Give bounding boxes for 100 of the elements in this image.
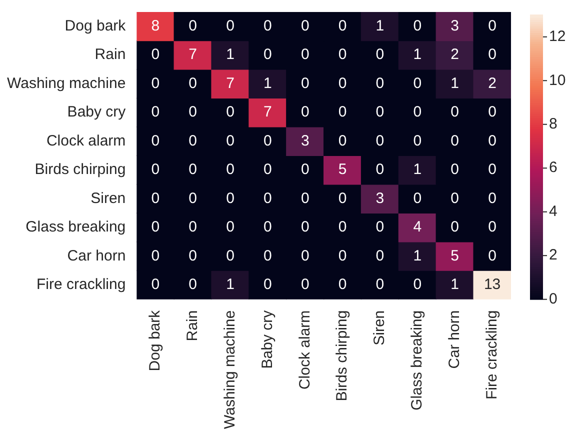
- data-label: 0: [338, 46, 347, 64]
- data-label: 2: [450, 46, 460, 64]
- data-label: 0: [151, 161, 160, 178]
- x-tick-label: Fire crackling: [483, 310, 500, 400]
- y-tick-label: Rain: [94, 46, 126, 64]
- data-label: 0: [338, 104, 347, 121]
- data-label: 0: [300, 218, 310, 236]
- data-label: 0: [413, 132, 422, 150]
- data-label: 0: [226, 18, 234, 35]
- data-label: 0: [226, 247, 234, 264]
- data-label: 0: [188, 247, 197, 264]
- color-bar-label: 12: [549, 28, 566, 46]
- data-label: 0: [338, 276, 347, 294]
- data-label: 1: [376, 18, 384, 35]
- data-label: 0: [376, 74, 384, 92]
- data-label: 0: [226, 104, 234, 121]
- color-bar-label: 10: [549, 72, 566, 89]
- data-label: 0: [264, 247, 272, 264]
- data-label: 1: [264, 74, 272, 92]
- data-label: 0: [151, 104, 160, 121]
- data-label: 0: [300, 18, 310, 35]
- data-label: 1: [450, 276, 460, 294]
- data-label: 0: [450, 132, 460, 150]
- data-label: 0: [300, 247, 310, 264]
- data-label: 0: [264, 132, 272, 150]
- color-bar-label: 4: [549, 202, 558, 220]
- y-tick-label: Glass breaking: [26, 218, 126, 236]
- data-label: 0: [300, 161, 310, 178]
- data-label: 0: [300, 276, 310, 294]
- data-label: 7: [188, 46, 197, 64]
- data-label: 0: [488, 104, 496, 121]
- data-label: 2: [488, 74, 496, 92]
- x-tick-label: Siren: [371, 310, 388, 346]
- data-label: 0: [338, 132, 347, 150]
- x-tick-label: Clock alarm: [296, 310, 314, 390]
- data-label: 1: [413, 46, 422, 64]
- data-label: 0: [450, 190, 460, 207]
- data-label: 0: [450, 218, 460, 236]
- data-label: 13: [484, 276, 501, 294]
- data-label: 0: [376, 247, 384, 264]
- data-label: 0: [188, 276, 197, 294]
- data-label: 5: [338, 161, 347, 178]
- data-label: 0: [338, 190, 347, 207]
- data-label: 0: [488, 218, 496, 236]
- data-label: 0: [151, 190, 160, 207]
- data-label: 0: [300, 74, 310, 92]
- data-label: 0: [300, 46, 310, 64]
- data-label: 0: [488, 132, 496, 150]
- data-label: 0: [413, 190, 422, 207]
- data-label: 0: [413, 18, 422, 35]
- data-label: 0: [188, 104, 197, 121]
- data-label: 0: [226, 132, 234, 150]
- x-tick-label: Car horn: [446, 310, 463, 369]
- data-label: 0: [151, 247, 160, 264]
- data-label: 1: [226, 46, 234, 64]
- data-label: 0: [450, 161, 460, 178]
- data-label: 7: [226, 74, 234, 92]
- data-label: 0: [151, 276, 160, 294]
- x-tick-label: Rain: [184, 310, 201, 342]
- data-label: 0: [338, 18, 347, 35]
- data-label: 0: [226, 161, 234, 178]
- data-label: 0: [338, 74, 347, 92]
- x-tick-label: Birds chirping: [334, 310, 351, 402]
- data-label: 8: [151, 18, 160, 35]
- data-label: 0: [376, 276, 384, 294]
- data-label: 0: [188, 74, 197, 92]
- data-label: 0: [376, 46, 384, 64]
- data-label: 0: [188, 190, 197, 207]
- x-tick-label: Glass breaking: [408, 310, 426, 410]
- y-tick-label: Fire crackling: [36, 276, 126, 294]
- data-label: 3: [300, 132, 310, 150]
- data-label: 3: [450, 18, 460, 35]
- data-label: 0: [188, 161, 197, 178]
- data-label: 1: [413, 247, 422, 264]
- data-label: 0: [413, 276, 422, 294]
- color-bar-label: 0: [549, 290, 558, 308]
- data-label: 0: [151, 132, 160, 150]
- data-label: 0: [488, 190, 496, 207]
- y-tick-label: Car horn: [67, 247, 126, 264]
- data-label: 0: [488, 46, 496, 64]
- data-label: 0: [300, 104, 310, 121]
- data-label: 0: [488, 161, 496, 178]
- data-label: 0: [376, 218, 384, 236]
- data-label: 0: [226, 190, 234, 207]
- data-label: 0: [151, 74, 160, 92]
- data-label: 0: [376, 132, 384, 150]
- x-tick-label: Washing machine: [221, 310, 238, 430]
- data-label: 0: [450, 104, 460, 121]
- data-label: 0: [264, 18, 272, 35]
- data-label: 1: [450, 74, 460, 92]
- x-tick-label: Baby cry: [258, 310, 276, 369]
- data-label: 0: [413, 104, 422, 121]
- data-label: 0: [488, 247, 496, 264]
- y-tick-label: Washing machine: [6, 74, 126, 92]
- color-bar-label: 2: [549, 246, 558, 264]
- y-tick-label: Siren: [90, 190, 126, 207]
- data-label: 0: [488, 18, 496, 35]
- y-tick-label: Dog bark: [64, 18, 126, 35]
- y-tick-label: Birds chirping: [34, 161, 126, 178]
- data-label: 0: [264, 276, 272, 294]
